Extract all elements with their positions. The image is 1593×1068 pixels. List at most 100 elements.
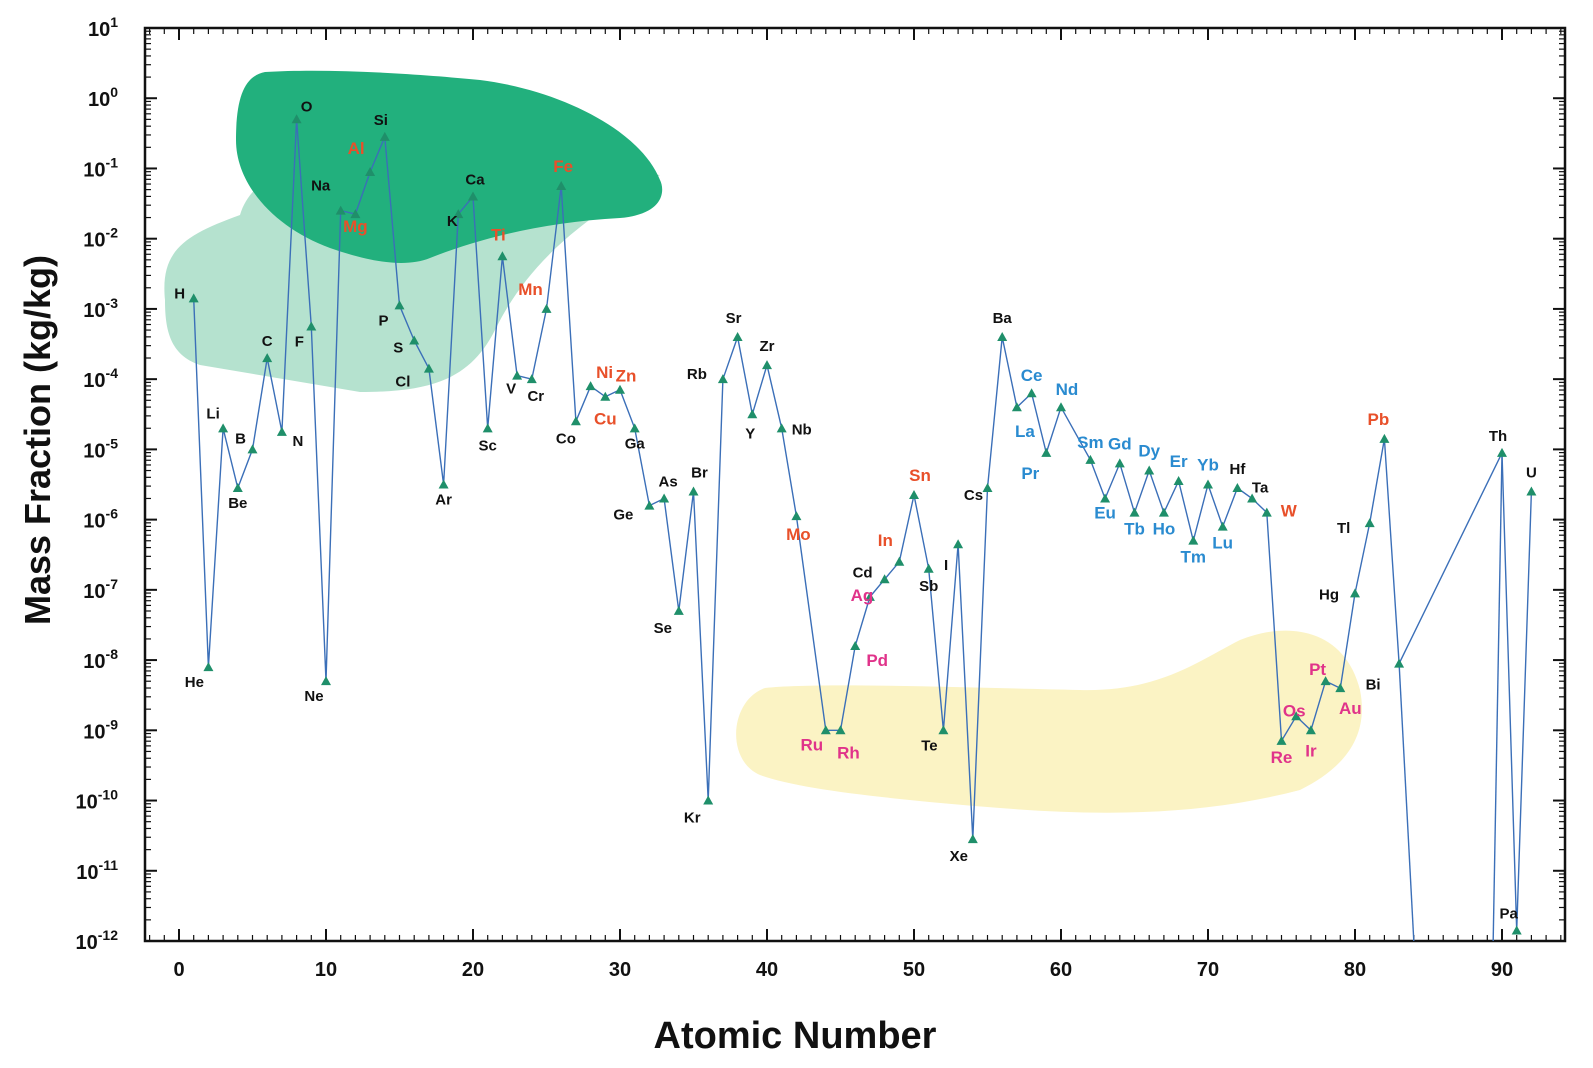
data-point-rb	[717, 374, 728, 384]
data-point-nd	[1056, 402, 1066, 412]
data-point-pt	[1320, 676, 1331, 686]
element-label-ne: Ne	[304, 688, 323, 705]
element-label-al: Al	[348, 139, 365, 158]
data-point-si	[379, 131, 390, 141]
data-point-sb	[923, 563, 934, 573]
data-point-au	[1335, 683, 1346, 693]
data-point-li	[218, 423, 229, 433]
element-label-fe: Fe	[553, 157, 573, 176]
element-label-pt: Pt	[1309, 660, 1326, 679]
element-label-zr: Zr	[760, 338, 775, 355]
data-point-fe	[556, 181, 567, 191]
element-label-pa: Pa	[1500, 905, 1519, 922]
element-label-u: U	[1526, 465, 1537, 482]
y-tick-label: 10-2	[83, 225, 118, 252]
data-point-k	[453, 209, 464, 219]
element-label-cl: Cl	[395, 374, 410, 391]
data-point-mn	[541, 303, 552, 313]
data-point-sm	[1085, 454, 1096, 464]
data-point-la	[1011, 402, 1022, 412]
data-point-hg	[1350, 588, 1360, 598]
data-point-cl	[423, 363, 434, 373]
data-point-ga	[629, 423, 640, 433]
data-point-ta	[1247, 493, 1258, 503]
element-label-rb: Rb	[687, 366, 707, 383]
data-point-br	[688, 486, 699, 496]
data-point-sn	[909, 490, 919, 500]
data-point-h	[188, 293, 199, 303]
y-tick-label: 10-8	[83, 646, 118, 673]
data-point-ce	[1026, 388, 1037, 398]
data-point-u	[1526, 486, 1537, 496]
y-tick-label: 10-4	[83, 365, 118, 392]
data-point-lu	[1217, 521, 1228, 531]
element-label-k: K	[447, 213, 458, 230]
data-point-cu	[600, 391, 611, 401]
highlight-regions	[164, 70, 1362, 813]
data-series	[188, 114, 1537, 942]
y-tick-label: 100	[88, 84, 118, 111]
data-point-al	[365, 166, 376, 176]
series-line-offscale	[1492, 452, 1503, 942]
data-point-tl	[1364, 518, 1375, 528]
element-label-sr: Sr	[726, 310, 742, 327]
element-label-sb: Sb	[919, 578, 938, 595]
axes: 10110010-110-210-310-410-510-610-710-810…	[76, 14, 1565, 981]
element-label-yb: Yb	[1197, 456, 1219, 475]
data-point-v	[512, 370, 523, 380]
element-label-hg: Hg	[1319, 586, 1339, 603]
data-point-ar	[438, 479, 449, 489]
y-tick-label: 10-9	[83, 716, 118, 743]
data-point-pb	[1379, 433, 1390, 443]
data-point-y	[747, 409, 758, 419]
element-label-mo: Mo	[786, 525, 811, 544]
element-label-th: Th	[1489, 428, 1507, 445]
element-label-cu: Cu	[594, 410, 617, 429]
element-label-cr: Cr	[527, 388, 544, 405]
data-point-th	[1497, 447, 1507, 457]
element-label-dy: Dy	[1138, 441, 1160, 460]
element-label-tb: Tb	[1124, 520, 1145, 539]
element-labels: H He Li Be B C N O F Ne Na Mg Al Si PS Cl Ar K Ca Sc Ti V Cr Mn…	[174, 98, 1537, 922]
x-tick-label: 90	[1491, 959, 1513, 981]
element-label-pd: Pd	[866, 651, 888, 670]
data-point-in	[894, 556, 905, 566]
element-label-lu: Lu	[1212, 534, 1233, 553]
element-label-hf: Hf	[1229, 461, 1246, 478]
element-label-ir: Ir	[1305, 741, 1317, 760]
element-label-b: B	[235, 430, 246, 447]
data-point-os	[1291, 711, 1302, 721]
x-axis-title: Atomic Number	[654, 1015, 937, 1057]
element-label-cd: Cd	[853, 564, 873, 581]
element-label-ho: Ho	[1153, 520, 1176, 539]
element-label-zn: Zn	[616, 367, 637, 386]
element-label-nb: Nb	[792, 421, 812, 438]
element-label-os: Os	[1283, 701, 1306, 720]
data-point-ho	[1158, 507, 1169, 517]
element-label-ar: Ar	[435, 492, 452, 509]
element-label-ni: Ni	[596, 363, 613, 382]
data-point-ne	[321, 676, 331, 686]
data-point-ir	[1305, 725, 1316, 735]
element-label-ga: Ga	[625, 435, 646, 452]
element-label-se: Se	[654, 620, 672, 637]
element-label-v: V	[506, 381, 516, 398]
data-point-ge	[644, 500, 655, 510]
data-point-yb	[1203, 479, 1213, 489]
y-tick-label: 101	[88, 14, 118, 41]
element-label-s: S	[393, 340, 403, 357]
element-label-nd: Nd	[1056, 380, 1079, 399]
element-label-rh: Rh	[837, 743, 860, 762]
element-label-ta: Ta	[1252, 480, 1269, 497]
element-label-la: La	[1015, 422, 1035, 441]
element-label-er: Er	[1170, 452, 1188, 471]
series-line	[193, 119, 1533, 931]
element-label-co: Co	[556, 430, 576, 447]
data-point-zn	[615, 384, 625, 394]
data-point-er	[1173, 475, 1184, 485]
data-point-rh	[835, 725, 846, 735]
data-point-ba	[997, 332, 1008, 342]
data-point-s	[409, 335, 420, 345]
element-label-n: N	[292, 433, 303, 450]
